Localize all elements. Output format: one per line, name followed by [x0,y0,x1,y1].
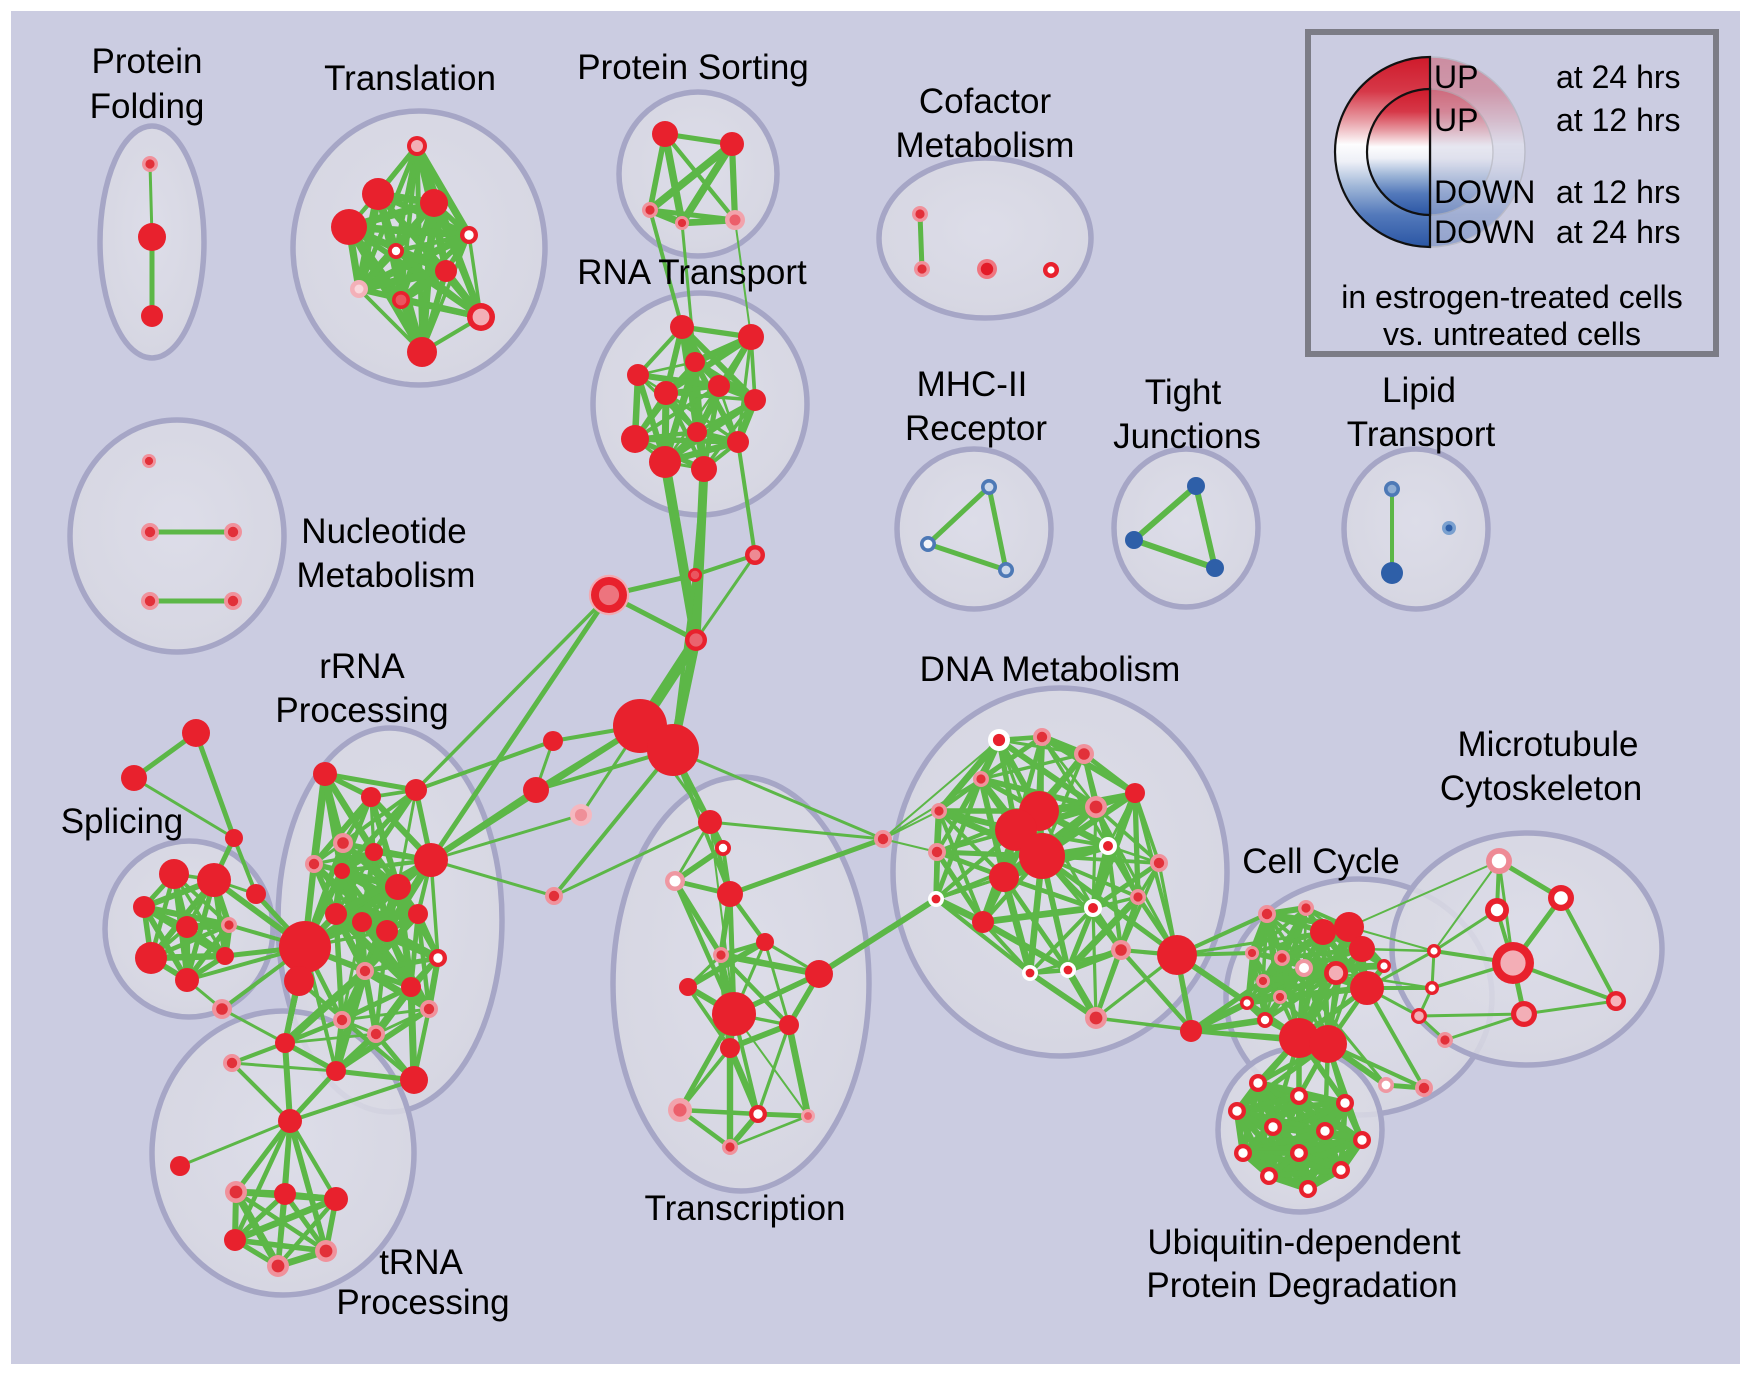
svg-text:Cofactor: Cofactor [919,82,1052,121]
svg-text:DOWN: DOWN [1434,174,1535,210]
svg-text:Transport: Transport [1347,415,1496,454]
svg-text:Nucleotide: Nucleotide [301,512,466,551]
svg-text:RNA Transport: RNA Transport [577,253,807,292]
svg-text:at 24 hrs: at 24 hrs [1556,214,1681,250]
svg-text:Metabolism: Metabolism [896,126,1075,165]
svg-text:Receptor: Receptor [905,409,1047,448]
svg-text:Translation: Translation [324,59,496,98]
svg-text:DOWN: DOWN [1434,214,1535,250]
svg-text:Cell Cycle: Cell Cycle [1242,842,1400,881]
svg-text:Splicing: Splicing [61,802,184,841]
svg-text:UP: UP [1434,102,1478,138]
svg-text:Folding: Folding [90,87,205,126]
svg-text:Protein: Protein [92,42,203,81]
svg-text:Cytoskeleton: Cytoskeleton [1440,769,1642,808]
svg-text:Protein Degradation: Protein Degradation [1146,1266,1457,1305]
svg-text:Transcription: Transcription [645,1189,846,1228]
svg-text:in estrogen-treated cells: in estrogen-treated cells [1341,279,1683,315]
svg-text:Processing: Processing [336,1283,509,1322]
svg-text:Processing: Processing [275,691,448,730]
svg-text:at 12 hrs: at 12 hrs [1556,102,1681,138]
svg-text:MHC-II: MHC-II [917,365,1028,404]
svg-text:Protein Sorting: Protein Sorting [577,48,809,87]
svg-text:Tight: Tight [1145,373,1222,412]
svg-text:at 24 hrs: at 24 hrs [1556,59,1681,95]
svg-text:at 12 hrs: at 12 hrs [1556,174,1681,210]
svg-text:Lipid: Lipid [1382,371,1456,410]
svg-text:UP: UP [1434,59,1478,95]
svg-text:DNA Metabolism: DNA Metabolism [920,650,1181,689]
svg-text:rRNA: rRNA [319,647,405,686]
svg-text:Metabolism: Metabolism [297,556,476,595]
svg-text:Microtubule: Microtubule [1458,725,1639,764]
svg-text:vs. untreated cells: vs. untreated cells [1383,316,1641,352]
svg-text:tRNA: tRNA [379,1243,463,1282]
svg-text:Ubiquitin-dependent: Ubiquitin-dependent [1147,1223,1461,1262]
svg-text:Junctions: Junctions [1113,417,1261,456]
